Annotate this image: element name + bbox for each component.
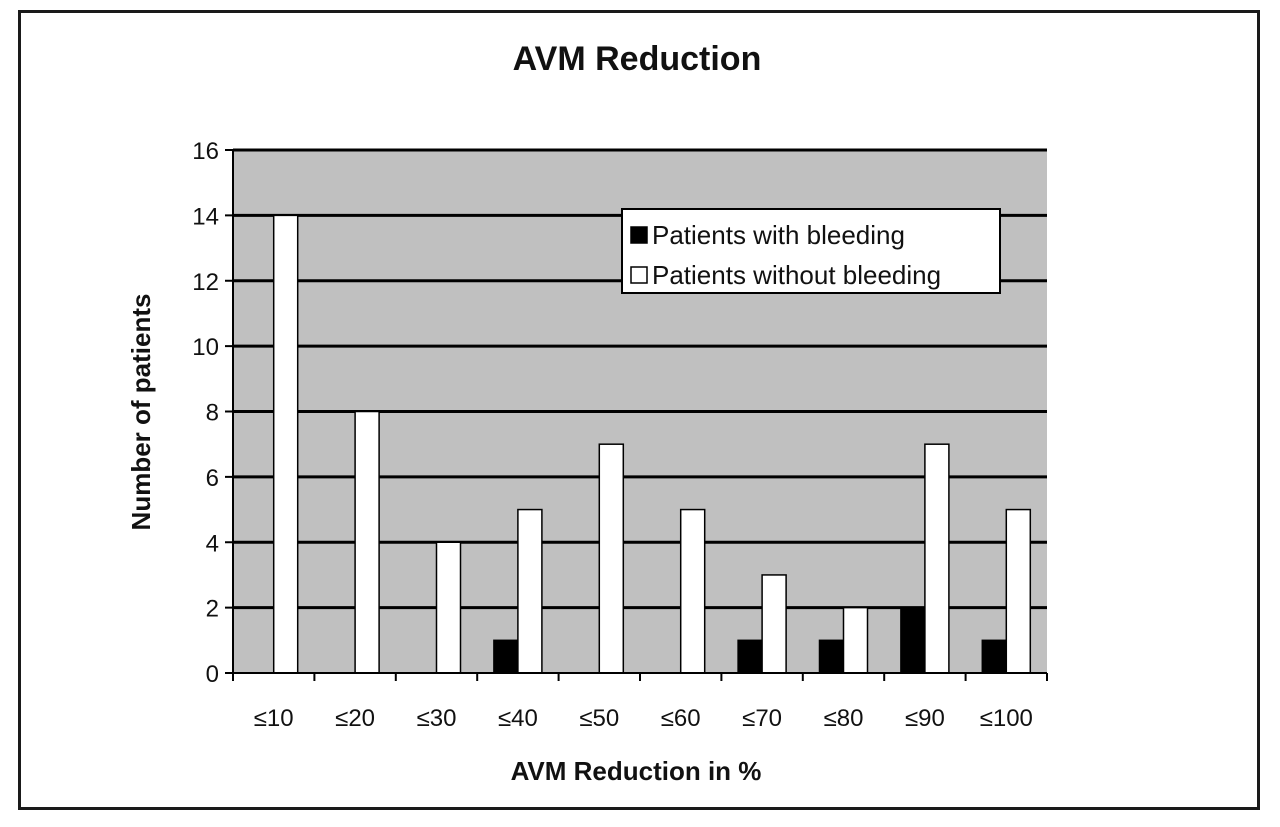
legend-label-without-bleeding: Patients without bleeding [652,260,941,290]
bar-with-bleeding [981,639,1008,674]
legend-label-with-bleeding: Patients with bleeding [652,220,905,250]
x-tick-label: ≤50 [579,705,619,732]
x-tick-label: ≤60 [661,705,701,732]
bar-without-bleeding [354,410,380,674]
bar-with-bleeding [737,639,763,674]
x-axis-title: AVM Reduction in % [511,756,762,786]
chart-title: AVM Reduction [513,40,762,78]
bar-with-bleeding [493,639,519,674]
bar-without-bleeding [1005,508,1032,674]
legend-box [621,208,1001,294]
bars [272,214,1032,674]
y-axis-title: Number of patients [126,294,156,531]
y-axis-ticks: 0 2 4 6 8 10 12 14 16 [192,138,233,688]
bar-without-bleeding [517,508,543,674]
x-tick-label: ≤30 [417,705,457,732]
y-tick-label: 14 [192,203,219,230]
x-tick-label: ≤70 [742,705,782,732]
x-tick-label: ≤10 [254,705,294,732]
x-axis-ticks: ≤10 ≤20 ≤30 ≤40 ≤50 ≤60 ≤70 ≤80 ≤90 ≤100 [232,673,1048,732]
x-tick-label: ≤20 [335,705,375,732]
y-tick-label: 2 [206,596,219,623]
legend-swatch-with-bleeding [630,226,648,244]
y-tick-label: 4 [206,530,219,557]
x-tick-label: ≤100 [980,705,1033,732]
y-tick-label: 16 [192,138,219,165]
bar-without-bleeding [842,606,869,674]
x-tick-label: ≤90 [905,705,945,732]
legend-swatch-without-bleeding [630,266,648,284]
bar-without-bleeding [272,214,299,674]
y-tick-label: 6 [206,465,219,492]
legend: Patients with bleeding Patients without … [621,208,1001,294]
bar-without-bleeding [598,443,625,674]
y-tick-label: 12 [192,269,219,296]
bar-without-bleeding [924,443,950,674]
x-tick-label: ≤80 [824,705,864,732]
bar-without-bleeding [435,541,462,674]
y-tick-label: 0 [206,661,219,688]
x-tick-label: ≤40 [498,705,538,732]
bar-without-bleeding [679,508,706,674]
bar-with-bleeding [818,639,845,674]
y-tick-label: 10 [192,334,219,361]
bar-without-bleeding [761,574,787,674]
y-tick-label: 8 [206,400,219,427]
bar-with-bleeding [900,606,926,674]
